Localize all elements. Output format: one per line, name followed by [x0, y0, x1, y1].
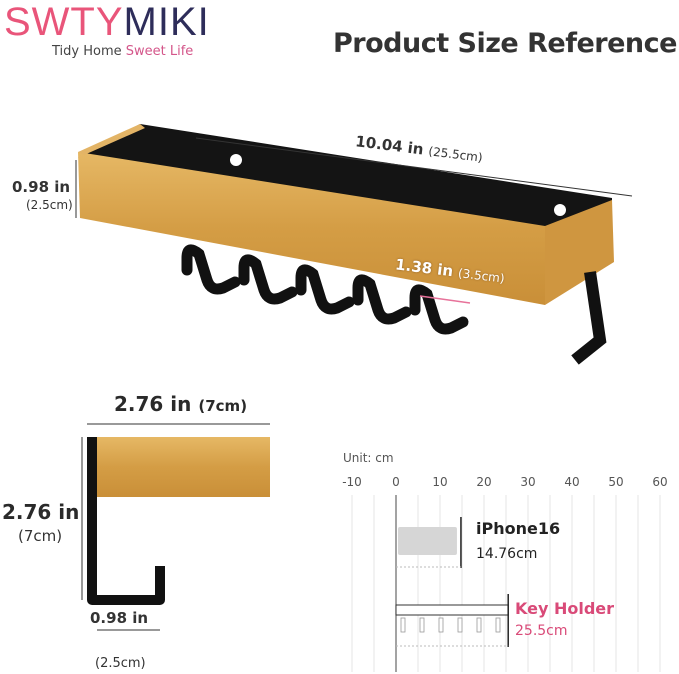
hook-icon — [409, 284, 469, 335]
size-comparison-chart: -10 0 10 20 30 40 50 60 — [342, 475, 668, 672]
shelf-back-panel — [78, 124, 612, 232]
axis-tick-label: 0 — [392, 475, 400, 489]
side-view-image — [87, 437, 270, 605]
height-cm-label: (2.5cm) — [26, 198, 73, 212]
key-holder-hook-mark — [495, 617, 501, 633]
page-title: Product Size Reference — [333, 28, 677, 59]
hook-icon — [352, 274, 412, 325]
side-height-cm-label: (7cm) — [18, 527, 63, 545]
hook-icon — [295, 264, 355, 315]
hook-width-cm-label: (2.5cm) — [95, 656, 146, 671]
shelf-front-face — [78, 152, 545, 305]
iphone-name: iPhone16 — [476, 519, 561, 538]
key-holder-bar — [395, 604, 509, 616]
side-height-label: 2.76 in — [2, 500, 80, 524]
key-holder-hook-mark — [400, 617, 406, 633]
key-holder-shelf-image — [78, 124, 614, 365]
brand-logo: SWTYMIKI — [4, 0, 210, 44]
axis-tick-label: 40 — [564, 475, 579, 489]
key-holder-hook-mark — [438, 617, 444, 633]
iphone-bar — [398, 527, 457, 555]
brand-tagline: Tidy Home Sweet Life — [52, 44, 194, 59]
axis-tick-label: 30 — [520, 475, 535, 489]
key-holder-hook-mark — [476, 617, 482, 633]
key-holder-name: Key Holder — [515, 599, 615, 618]
axis-tick-label: 20 — [476, 475, 491, 489]
key-holder-hook-mark — [419, 617, 425, 633]
hook-icon — [238, 254, 298, 305]
iphone-size: 14.76cm — [476, 546, 538, 562]
axis-tick-label: 10 — [432, 475, 447, 489]
unit-label: Unit: cm — [343, 451, 394, 465]
hook-icon — [181, 244, 241, 295]
hook-width-label: 0.98 in — [90, 609, 149, 627]
height-label: 0.98 in — [12, 178, 71, 196]
axis-tick-label: 60 — [652, 475, 667, 489]
axis-tick-label: 50 — [608, 475, 623, 489]
depth-label: 2.76 in (7cm) — [114, 392, 248, 416]
shelf-side-face — [545, 200, 614, 305]
hook-spacing-line — [419, 295, 471, 304]
key-holder-hook-mark — [457, 617, 463, 633]
key-holder-size: 25.5cm — [515, 623, 568, 639]
length-dimension-line — [195, 137, 633, 197]
axis-tick-label: -10 — [342, 475, 362, 489]
